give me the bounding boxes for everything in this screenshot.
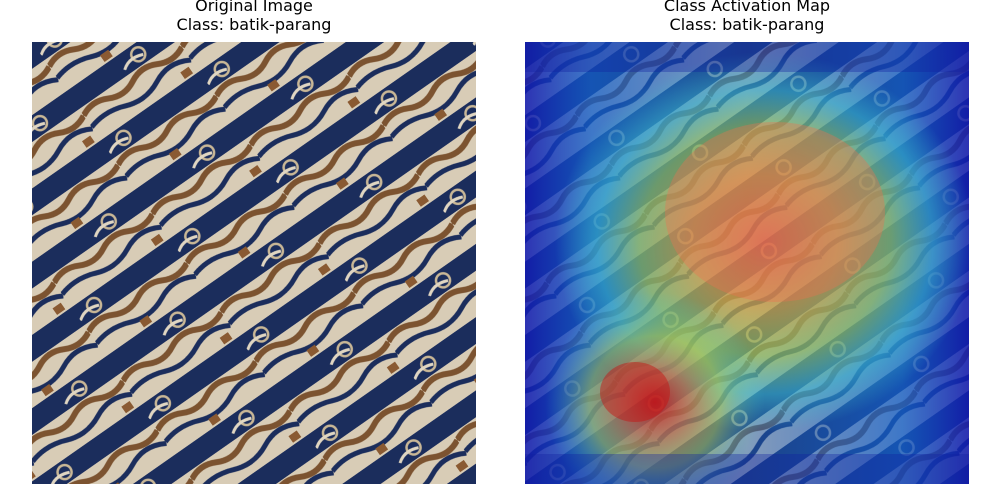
panel-title-text: Class Activation Map — [663, 0, 831, 15]
batik-pattern-image — [32, 42, 476, 484]
heatmap-overlay — [525, 42, 969, 484]
original-image — [32, 42, 476, 484]
original-image-title: Original Image Class: batik-parang — [32, 0, 476, 34]
panel-title-text: Original Image — [195, 0, 313, 15]
activation-map-image — [525, 42, 969, 484]
cam-title: Class Activation Map Class: batik-parang — [525, 0, 969, 34]
panel-class-label: Class: batik-parang — [176, 15, 332, 34]
panel-class-label: Class: batik-parang — [669, 15, 825, 34]
